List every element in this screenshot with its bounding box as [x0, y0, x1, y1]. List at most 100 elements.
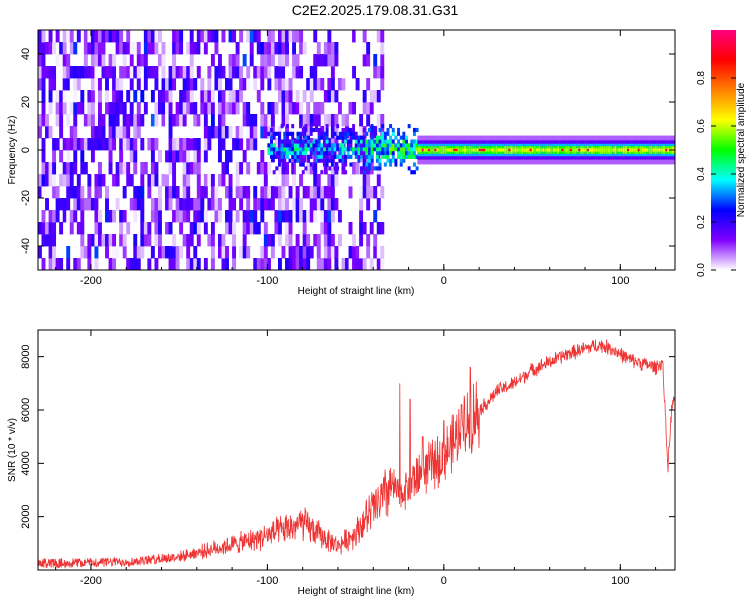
heatmap-cell [66, 78, 71, 91]
heatmap-cell [357, 154, 361, 159]
heatmap-cell [325, 162, 329, 167]
heatmap-cell [101, 234, 106, 247]
heatmap-cell [263, 162, 268, 175]
heatmap-cell [330, 162, 335, 175]
heatmap-cell [154, 258, 159, 270]
heatmap-cell [210, 30, 215, 43]
heatmap-cell [126, 138, 131, 151]
heatmap-cell [221, 246, 226, 259]
heatmap-cell [267, 66, 272, 79]
heatmap-cell [97, 186, 102, 199]
heatmap-cell [322, 143, 326, 148]
heatmap-cell [154, 198, 159, 211]
heatmap-cell [232, 30, 237, 43]
heatmap-cell [352, 234, 357, 247]
heatmap-cell [656, 148, 660, 152]
heatmap-cell [610, 148, 613, 152]
heatmap-cell [489, 148, 492, 152]
heatmap-cell [322, 158, 326, 163]
heatmap-cell [225, 186, 229, 199]
heatmap-cell [376, 246, 381, 259]
heatmap-cell [292, 258, 297, 270]
heatmap-cell [370, 135, 374, 140]
heatmap-cell [367, 150, 371, 156]
heatmap-cell [83, 198, 88, 211]
heatmap-cell [203, 210, 208, 223]
heatmap-cell [309, 131, 313, 136]
heatmap-cell [405, 139, 408, 144]
heatmap-cell [312, 139, 316, 144]
heatmap-cell [288, 139, 292, 144]
heatmap-cell [650, 148, 653, 152]
heatmap-cell [66, 66, 71, 79]
heatmap-cell [274, 222, 279, 235]
heatmap-cell [348, 258, 353, 270]
heatmap-cell [179, 222, 184, 235]
heatmap-cell [307, 147, 311, 152]
heatmap-cell [66, 54, 71, 67]
heatmap-cell [221, 234, 226, 247]
heatmap-cell [366, 186, 371, 199]
heatmap-cell [225, 150, 229, 163]
heatmap-cell [122, 114, 127, 127]
heatmap-cell [285, 222, 289, 235]
heatmap-cell [210, 258, 215, 270]
heatmap-cell [140, 234, 145, 247]
heatmap-cell [221, 258, 226, 270]
heatmap-cell [105, 198, 109, 211]
heatmap-cell [83, 54, 88, 67]
heatmap-cell [122, 126, 127, 139]
heatmap-cell [304, 127, 308, 133]
heatmap-cell [165, 222, 169, 235]
heatmap-cell [239, 126, 244, 139]
heatmap-cell [232, 66, 237, 79]
heatmap-cell [108, 162, 113, 175]
heatmap-cell [73, 198, 78, 211]
heatmap-cell [69, 42, 74, 55]
heatmap-cell [586, 148, 590, 152]
heatmap-cell [306, 162, 311, 175]
heatmap-cell [90, 66, 95, 79]
heatmap-cell [73, 66, 78, 79]
heatmap-cell [55, 102, 60, 115]
heatmap-cell [423, 148, 427, 152]
heatmap-cell [90, 90, 95, 103]
heatmap-cell [277, 78, 282, 91]
heatmap-cell [172, 162, 177, 175]
heatmap-cell [362, 150, 366, 156]
heatmap-cell [299, 198, 304, 211]
heatmap-cell [330, 90, 335, 103]
heatmap-cell [256, 90, 261, 103]
heatmap-cell [345, 114, 349, 127]
heatmap-cell [73, 42, 78, 55]
heatmap-cell [357, 150, 361, 156]
heatmap-cell [221, 102, 226, 115]
heatmap-cell [309, 162, 313, 167]
heatmap-cell [256, 222, 261, 235]
heatmap-cell [327, 234, 332, 247]
heatmap-cell [157, 246, 162, 259]
heatmap-cell [277, 198, 282, 211]
heatmap-cell [189, 66, 194, 79]
heatmap-cell [383, 139, 387, 144]
heatmap-cell [253, 78, 258, 91]
heatmap-cell [66, 246, 71, 259]
heatmap-cell [267, 150, 271, 156]
heatmap-cell [200, 30, 205, 43]
heatmap-cell [296, 154, 300, 159]
heatmap-cell [405, 143, 408, 148]
heatmap-cell [313, 234, 318, 247]
heatmap-cell [161, 174, 166, 187]
heatmap-cell [140, 162, 145, 175]
heatmap-cell [193, 102, 198, 115]
heatmap-cell [225, 78, 229, 91]
heatmap-cell [133, 210, 138, 223]
heatmap-cell [369, 258, 374, 270]
heatmap-cell [281, 54, 286, 67]
heatmap-cell [302, 246, 307, 259]
heatmap-cell [147, 246, 152, 259]
heatmap-cell [309, 147, 313, 152]
heatmap-cell [59, 150, 64, 163]
heatmap-cell [101, 138, 106, 151]
heatmap-cell [569, 148, 573, 152]
